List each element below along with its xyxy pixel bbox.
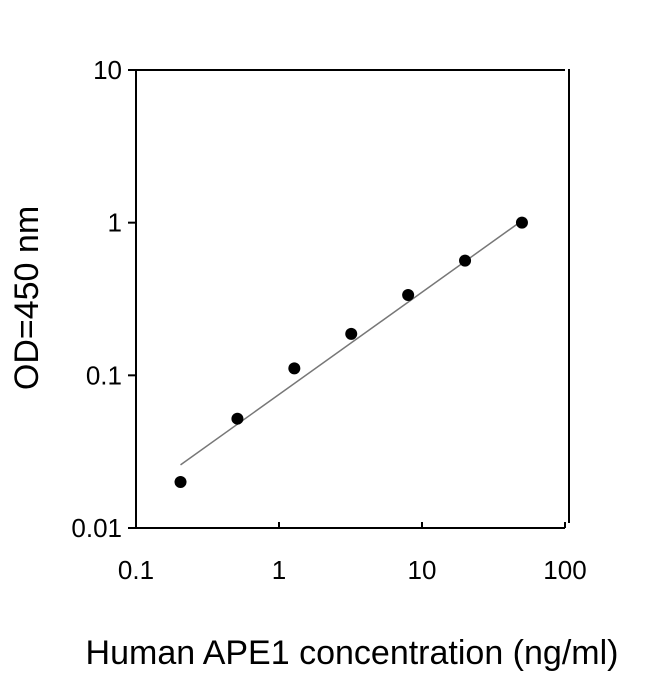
data-point [515,216,528,229]
y-axis-ticks: 0.01 0.1 1 10 [71,55,136,543]
y-tick-label: 10 [93,55,122,85]
data-point [345,327,358,340]
x-axis-label: Human APE1 concentration (ng/ml) [86,634,619,672]
x-tick-label: 10 [408,555,437,585]
y-axis-label: OD=450 nm [8,206,46,390]
x-tick-label: 1 [272,555,286,585]
data-point [288,362,301,375]
x-tick-label: 0.1 [118,555,154,585]
y-tick-label: 1 [108,208,122,238]
x-axis-ticks: 0.1 1 10 100 [118,522,587,585]
plot-frame [135,69,570,529]
data-points [174,216,528,489]
data-point [174,476,187,489]
data-point [402,288,415,301]
y-tick-label: 0.01 [71,513,122,543]
data-point [459,254,472,267]
y-tick-label: 0.1 [86,360,122,390]
x-tick-label: 100 [543,555,586,585]
data-point [231,412,244,425]
